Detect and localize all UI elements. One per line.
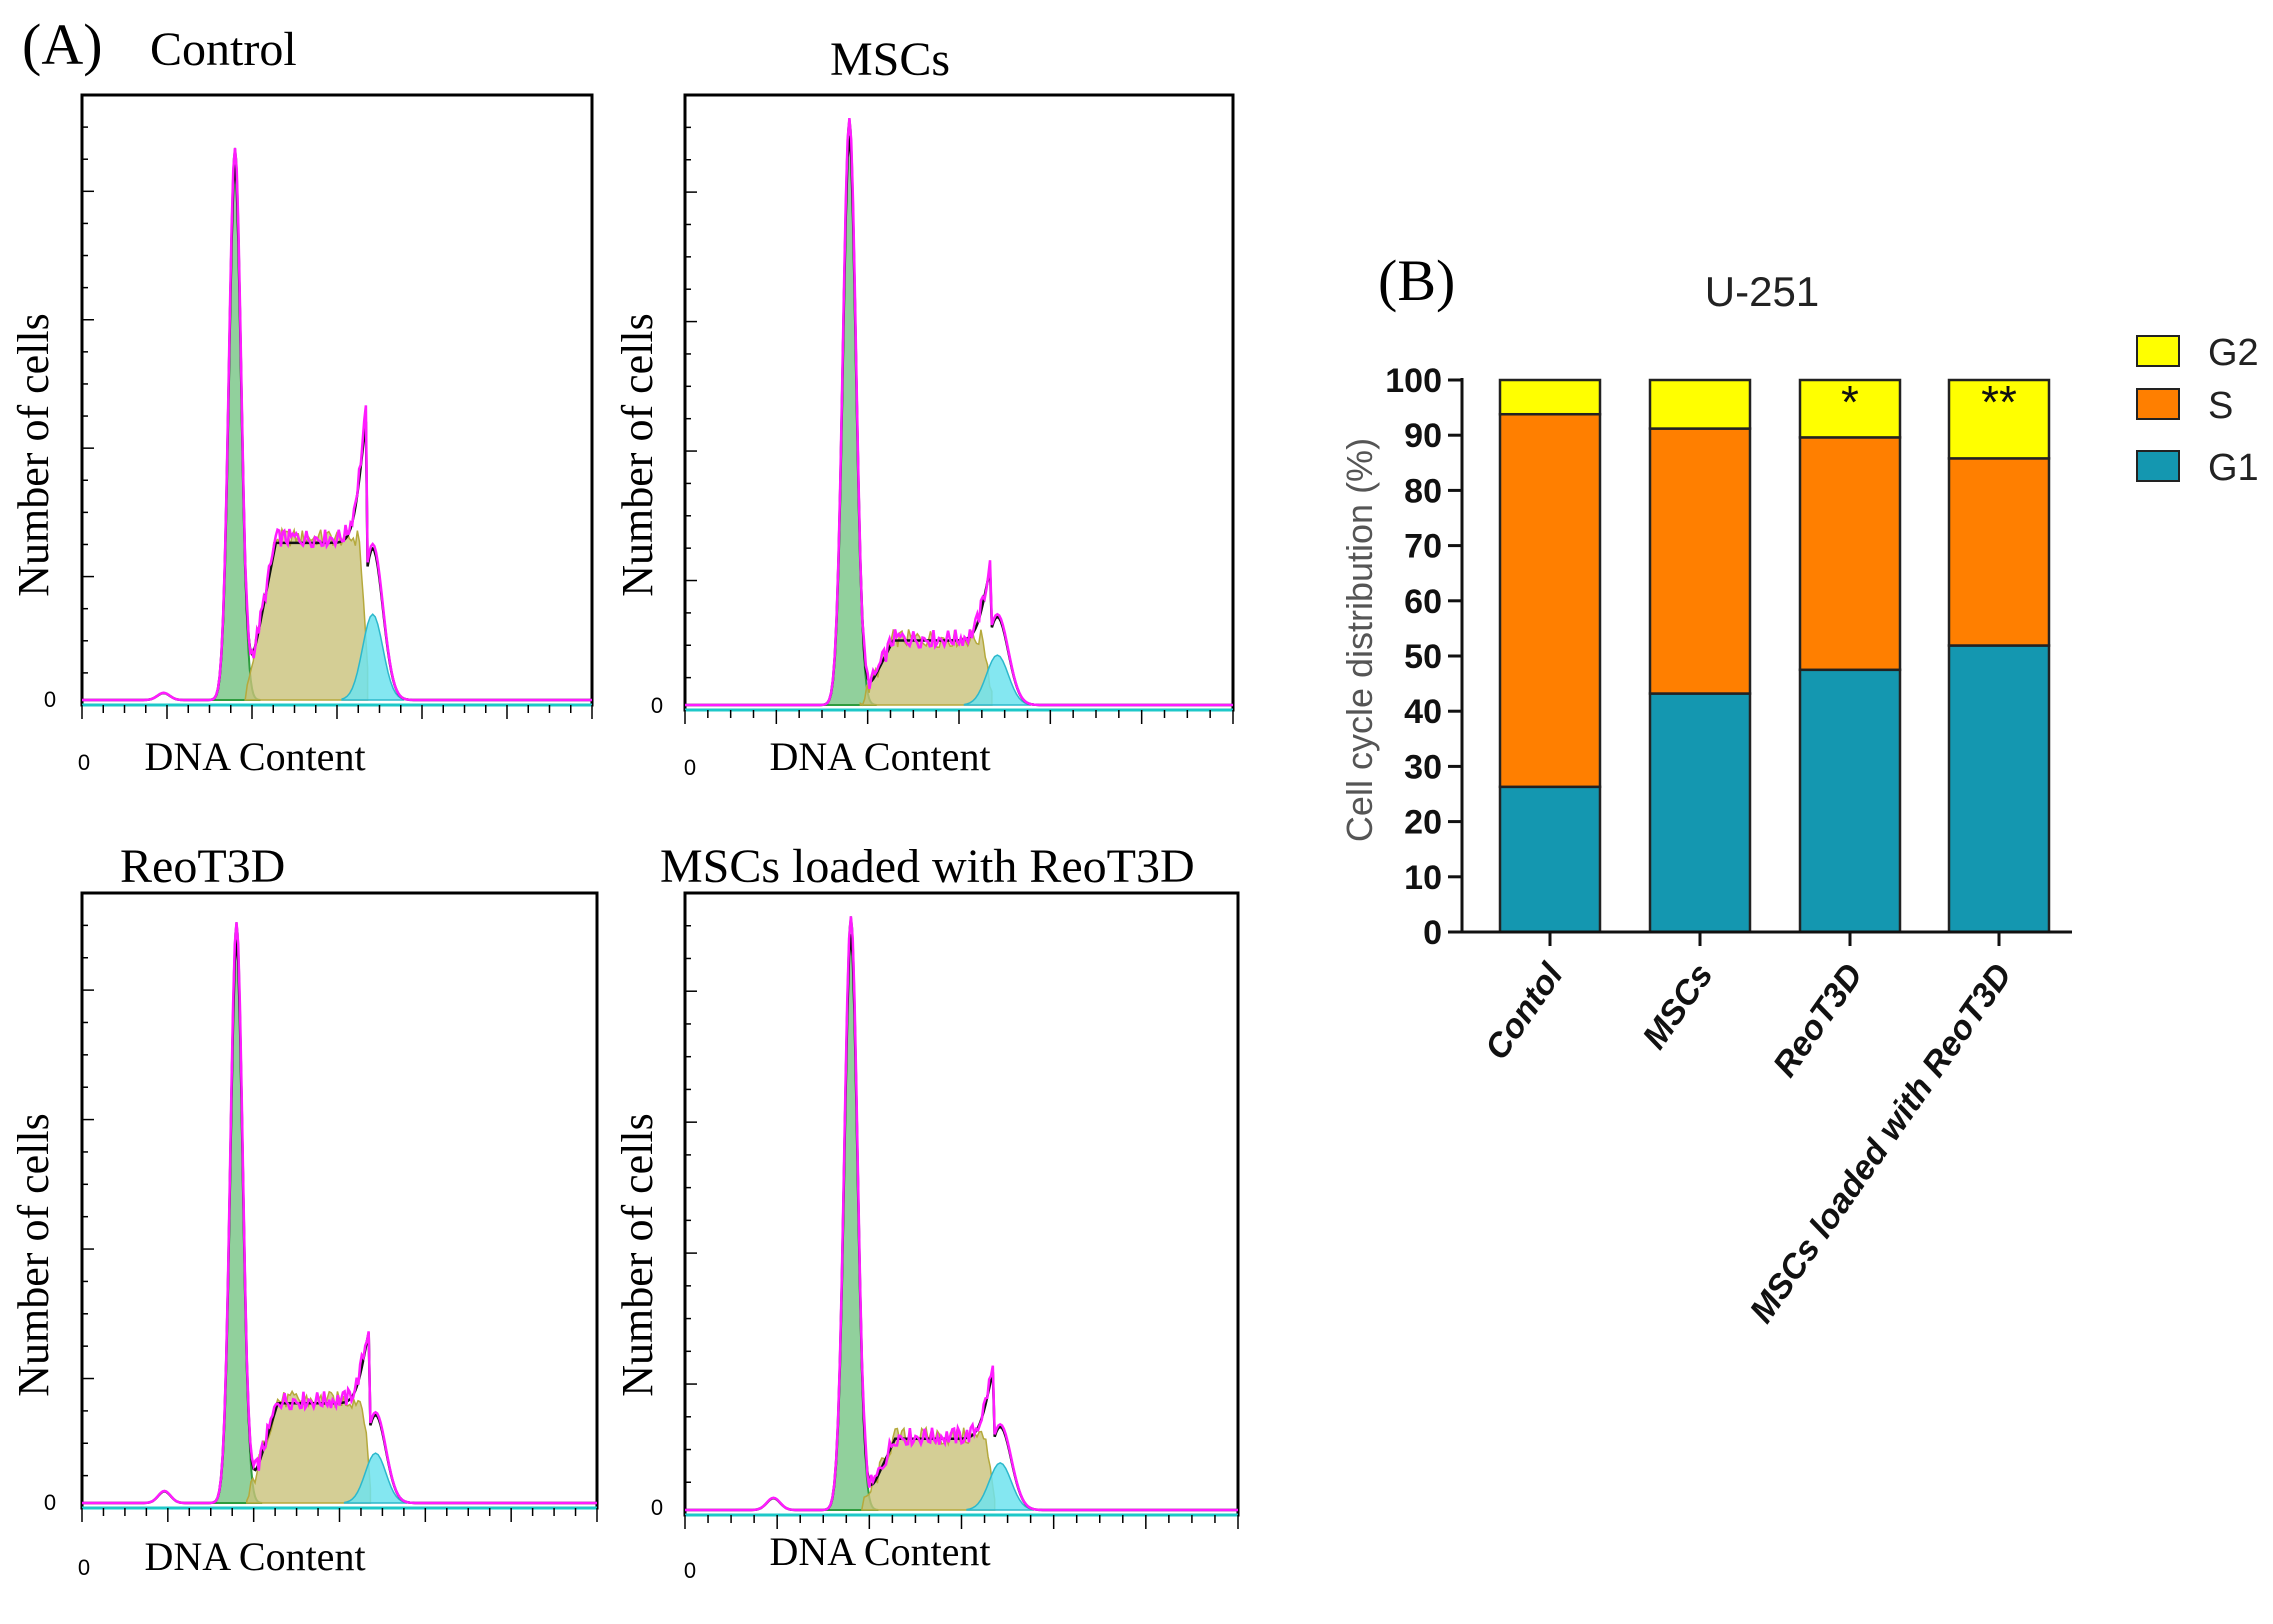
- histogram-panel: Control Number of cells DNA Content 0 0: [9, 23, 594, 779]
- plot-frame: [683, 93, 1235, 712]
- histogram-y-label: Number of cells: [613, 1113, 662, 1396]
- legend-label: G1: [2208, 447, 2259, 489]
- y-tick-label: 40: [1404, 693, 1442, 731]
- histogram-title: ReoT3D: [120, 840, 285, 893]
- histogram-y-label: Number of cells: [613, 313, 662, 596]
- histogram-title: MSCs: [830, 33, 950, 86]
- bar-segment: [1947, 644, 2051, 934]
- bar-segment: [1498, 785, 1602, 934]
- y-origin-label: 0: [651, 693, 663, 718]
- significance-marker: **: [1981, 376, 2017, 428]
- y-tick-label: 50: [1404, 638, 1442, 676]
- bar-segment: [1947, 378, 2051, 460]
- bar-segment: [1798, 668, 1902, 934]
- x-tick-label: ReoT3D: [1766, 957, 1871, 1084]
- histogram-x-label: DNA Content: [769, 734, 990, 779]
- g2-peak: [343, 1452, 408, 1504]
- histogram-title: Control: [150, 23, 297, 76]
- fit-curve: [685, 934, 1238, 1512]
- g1-peak: [210, 922, 263, 1504]
- bar-segment: [1648, 378, 1752, 430]
- chart-title: U-251: [1705, 268, 1819, 315]
- y-tick-label: 100: [1385, 362, 1442, 400]
- bar-segment: [1947, 457, 2051, 647]
- y-tick-label: 80: [1404, 472, 1442, 510]
- histogram-panel: MSCs loaded with ReoT3D Number of cells DN…: [613, 840, 1240, 1583]
- histogram-x-label: DNA Content: [144, 734, 365, 779]
- y-tick-label: 60: [1404, 583, 1442, 621]
- y-tick-label: 30: [1404, 748, 1442, 786]
- histogram-panel: ReoT3D Number of cells DNA Content 0 0: [9, 840, 599, 1580]
- g2-peak: [341, 613, 405, 701]
- data-curve: [82, 147, 592, 702]
- legend-label: S: [2208, 385, 2233, 427]
- chart-legend: G2 S G1: [2136, 332, 2259, 489]
- g2-peak: [963, 654, 1031, 706]
- legend-swatch: [2136, 388, 2180, 420]
- bar-segment: [1648, 692, 1752, 934]
- data-curve: [82, 922, 597, 1505]
- y-tick-label: 70: [1404, 528, 1442, 566]
- histogram-x-label: DNA Content: [144, 1534, 365, 1579]
- x-tick-label: MSCs loaded with ReoT3D: [1742, 957, 2019, 1330]
- bar-segment: [1498, 378, 1602, 416]
- data-curve: [685, 916, 1238, 1512]
- g1-peak: [823, 916, 879, 1511]
- significance-marker: *: [1841, 376, 1859, 428]
- histogram-y-label: Number of cells: [9, 1113, 58, 1396]
- y-tick-label: 20: [1404, 804, 1442, 842]
- bar-segment: [1798, 378, 1902, 439]
- legend-swatch: [2136, 335, 2180, 367]
- fit-curve: [685, 135, 1233, 707]
- legend-label: G2: [2208, 332, 2259, 374]
- y-origin-label: 0: [651, 1495, 663, 1520]
- histogram-panel: MSCs Number of cells DNA Content 0 0: [613, 33, 1235, 780]
- legend-swatch: [2136, 450, 2180, 482]
- x-tick-label: Contol: [1478, 956, 1572, 1067]
- bar-segment: [1798, 436, 1902, 672]
- panel-a-label: (A): [22, 12, 103, 77]
- flow-cytometry-histograms: Control Number of cells DNA Content 0 0 MSCs N…: [9, 23, 1240, 1583]
- s-phase-area: [861, 1425, 996, 1511]
- y-tick-label: 90: [1404, 417, 1442, 455]
- bar-segment: [1498, 412, 1602, 789]
- panel-b-label: (B): [1378, 248, 1455, 313]
- x-tick-label: MSCs: [1635, 957, 1720, 1056]
- y-tick-label: 10: [1404, 859, 1442, 897]
- x-origin-label: 0: [78, 1555, 90, 1580]
- plot-frame: [683, 891, 1240, 1517]
- histogram-y-label: Number of cells: [9, 313, 58, 596]
- bar-segment: [1648, 427, 1752, 695]
- g1-peak: [822, 118, 877, 706]
- data-curve: [685, 118, 1233, 707]
- histogram-x-label: DNA Content: [769, 1529, 990, 1574]
- y-tick-label: 0: [1423, 914, 1442, 952]
- histogram-title: MSCs loaded with ReoT3D: [660, 840, 1195, 893]
- g1-peak: [209, 147, 261, 701]
- y-axis-label: Cell cycle distribution (%): [1339, 438, 1380, 842]
- bar-series: *******: [1498, 376, 2051, 934]
- stacked-bar-chart: (B) U-251 Cell cycle distribution (%) * *…: [1339, 248, 2259, 1330]
- y-origin-label: 0: [44, 687, 56, 712]
- x-origin-label: 0: [78, 750, 90, 775]
- x-origin-label: 0: [684, 1558, 696, 1583]
- g2-peak: [966, 1462, 1035, 1511]
- x-origin-label: 0: [684, 755, 696, 780]
- s-phase-area: [244, 526, 369, 701]
- y-origin-label: 0: [44, 1490, 56, 1515]
